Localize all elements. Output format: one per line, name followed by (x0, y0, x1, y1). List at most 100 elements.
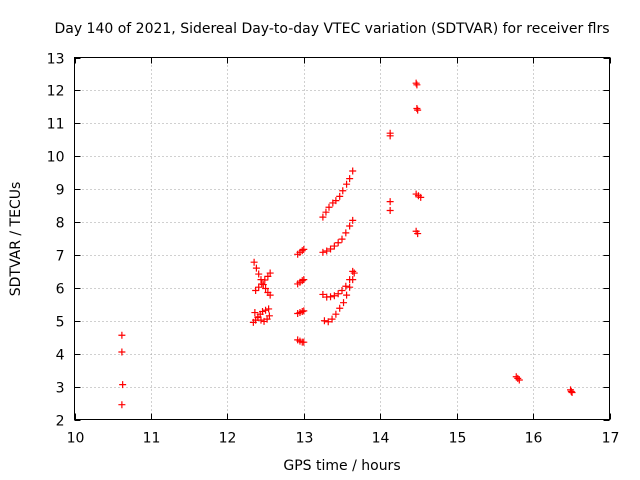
data-point (319, 213, 327, 221)
data-point (266, 291, 274, 299)
data-point (346, 175, 354, 183)
x-tick-label: 16 (525, 431, 543, 447)
y-tick-label: 13 (47, 52, 65, 68)
data-point (338, 235, 346, 243)
data-point (298, 308, 306, 316)
y-tick-label: 9 (56, 183, 65, 199)
y-tick-label: 8 (56, 216, 65, 232)
data-point (300, 307, 308, 315)
data-point (255, 270, 263, 278)
data-point (340, 299, 348, 307)
data-point (118, 331, 126, 339)
data-point (250, 258, 258, 266)
data-point (349, 276, 357, 284)
data-point (343, 180, 351, 188)
data-point (330, 292, 338, 300)
data-point (414, 230, 422, 238)
data-point (413, 105, 421, 113)
y-tick-label: 11 (47, 117, 65, 133)
data-point (252, 286, 260, 294)
data-point (386, 198, 394, 206)
y-tick-label: 12 (47, 84, 65, 100)
data-point (328, 315, 336, 323)
data-point (322, 208, 330, 216)
chart-title: Day 140 of 2021, Sidereal Day-to-day VTE… (54, 21, 609, 37)
data-point (319, 248, 327, 256)
y-tick-label: 7 (56, 249, 65, 265)
data-point (325, 203, 333, 211)
data-point (265, 312, 273, 320)
y-tick-label: 6 (56, 282, 65, 298)
data-point (258, 280, 266, 288)
data-point (349, 167, 357, 175)
y-axis-label: SDTVAR / TECUs (8, 182, 24, 297)
data-point (334, 239, 342, 247)
data-point (349, 216, 357, 224)
data-point (417, 193, 425, 201)
data-point (251, 309, 259, 317)
grid (74, 57, 610, 420)
data-point (330, 242, 338, 250)
data-point (414, 106, 422, 114)
data-point (259, 281, 267, 289)
data-point (261, 276, 269, 284)
data-point (300, 276, 308, 284)
data-point (119, 381, 127, 389)
data-point (342, 229, 350, 237)
y-tick-label: 4 (56, 348, 65, 364)
data-point (252, 264, 260, 272)
data-point (386, 132, 394, 140)
y-tick-label: 5 (56, 315, 65, 331)
data-point (567, 388, 575, 396)
data-point (255, 283, 263, 291)
x-axis-label: GPS time / hours (283, 458, 400, 474)
axis-ticks: 10 11 12 13 14 15 16 17 2 3 4 5 6 7 8 9 10 11 12 13 (47, 52, 620, 447)
data-point (259, 308, 267, 316)
data-point (386, 207, 394, 215)
data-point (300, 245, 308, 253)
data-point (254, 313, 262, 321)
data-point (512, 373, 520, 381)
data-point (300, 338, 308, 346)
data-point (336, 304, 344, 312)
data-point (334, 290, 342, 298)
data-point (338, 286, 346, 294)
data-point (323, 247, 331, 255)
data-point (319, 290, 327, 298)
x-tick-label: 12 (219, 431, 237, 447)
data-point (349, 267, 357, 275)
data-point (266, 269, 274, 277)
y-tick-label: 2 (56, 414, 65, 430)
x-tick-label: 10 (67, 431, 85, 447)
x-tick-label: 11 (143, 431, 161, 447)
data-point (262, 285, 270, 293)
data-point (350, 269, 358, 277)
data-point (257, 316, 265, 324)
data-point (339, 187, 347, 195)
data-point (265, 305, 273, 313)
data-point (346, 283, 354, 291)
data-point (332, 310, 340, 318)
data-point (342, 282, 350, 290)
data-point (346, 222, 354, 230)
data-point (332, 197, 340, 205)
x-tick-label: 15 (449, 431, 467, 447)
data-point (412, 79, 420, 87)
data-point (118, 348, 126, 356)
data-point (262, 306, 270, 314)
data-point (324, 318, 332, 326)
data-point (327, 245, 335, 253)
data-point (118, 401, 126, 409)
data-point (413, 81, 421, 89)
plot-frame (74, 57, 610, 420)
data-point (568, 389, 576, 397)
y-tick-label: 3 (56, 381, 65, 397)
data-point (336, 192, 344, 200)
data-point (320, 317, 328, 325)
data-points (118, 79, 576, 409)
x-tick-label: 17 (602, 431, 620, 447)
x-tick-label: 14 (372, 431, 390, 447)
data-point (515, 376, 523, 384)
data-point (514, 374, 522, 382)
